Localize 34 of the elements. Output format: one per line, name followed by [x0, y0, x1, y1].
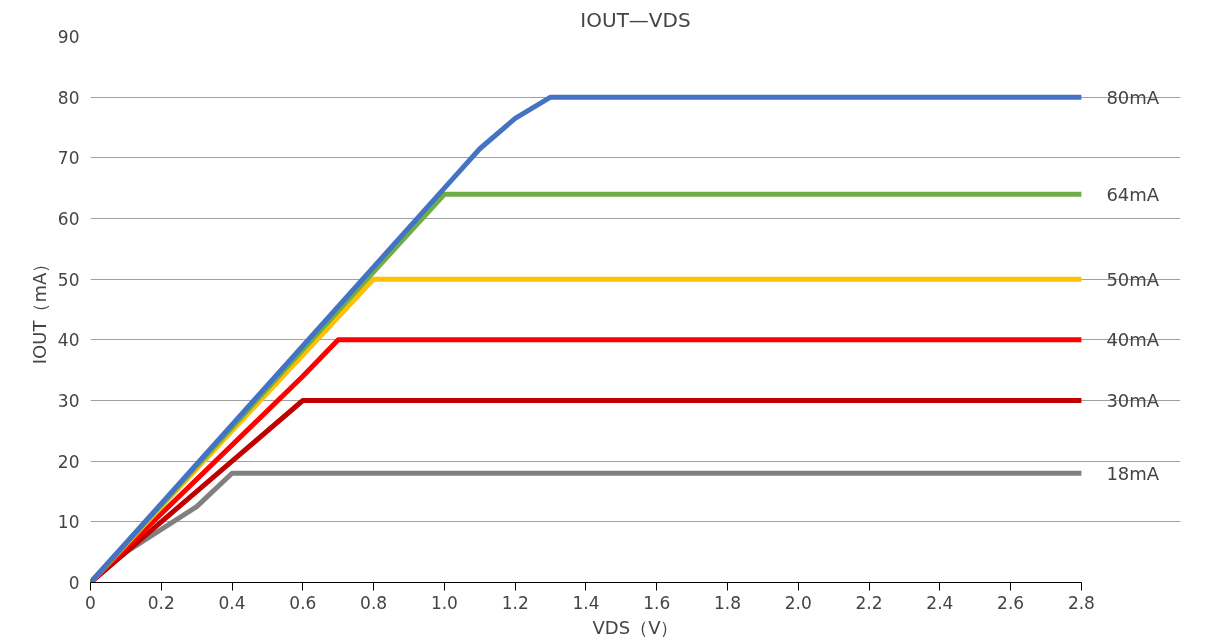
- x-tick-label: 2.0: [784, 592, 812, 613]
- series-label: 40mA: [1106, 329, 1160, 351]
- x-tick-label: 1.2: [501, 592, 529, 613]
- x-tick-label: 2.4: [926, 592, 954, 613]
- y-tick-label: 30: [57, 391, 80, 411]
- x-tick-label: 0.2: [147, 592, 175, 613]
- x-tick-label: 0.8: [360, 592, 388, 613]
- y-tick-label: 50: [57, 269, 80, 290]
- x-tick-label: 2.6: [997, 592, 1025, 613]
- y-tick-label: 20: [57, 451, 80, 472]
- series-label: 18mA: [1106, 462, 1160, 484]
- series-label: 50mA: [1106, 268, 1160, 290]
- y-tick-label: 0: [68, 573, 80, 593]
- x-tick-label: 1.4: [572, 592, 600, 613]
- y-axis-title: IOUT（mA）: [28, 254, 50, 365]
- x-axis-title: VDS（V）: [592, 616, 679, 638]
- x-tick-label: 2.2: [855, 592, 883, 613]
- y-tick-label: 60: [57, 209, 80, 229]
- x-tick-label: 0.6: [289, 592, 317, 613]
- x-tick-label: 0: [85, 592, 96, 613]
- x-tick-label: 0.4: [218, 592, 246, 613]
- x-tick-label: 2.8: [1067, 592, 1095, 613]
- y-tick-label: 10: [57, 512, 80, 533]
- x-tick-label: 1.0: [430, 592, 458, 613]
- y-tick-label: 90: [57, 27, 80, 47]
- chart-title: IOUT—VDS: [580, 7, 691, 32]
- y-tick-label: 40: [57, 330, 80, 351]
- x-tick-label: 1.8: [714, 592, 742, 613]
- y-tick-label: 70: [57, 148, 80, 169]
- series-label: 30mA: [1106, 390, 1160, 411]
- series-label: 80mA: [1106, 86, 1160, 108]
- x-tick-label: 1.6: [643, 592, 671, 613]
- series-label: 64mA: [1106, 183, 1160, 205]
- y-tick-label: 80: [57, 87, 80, 108]
